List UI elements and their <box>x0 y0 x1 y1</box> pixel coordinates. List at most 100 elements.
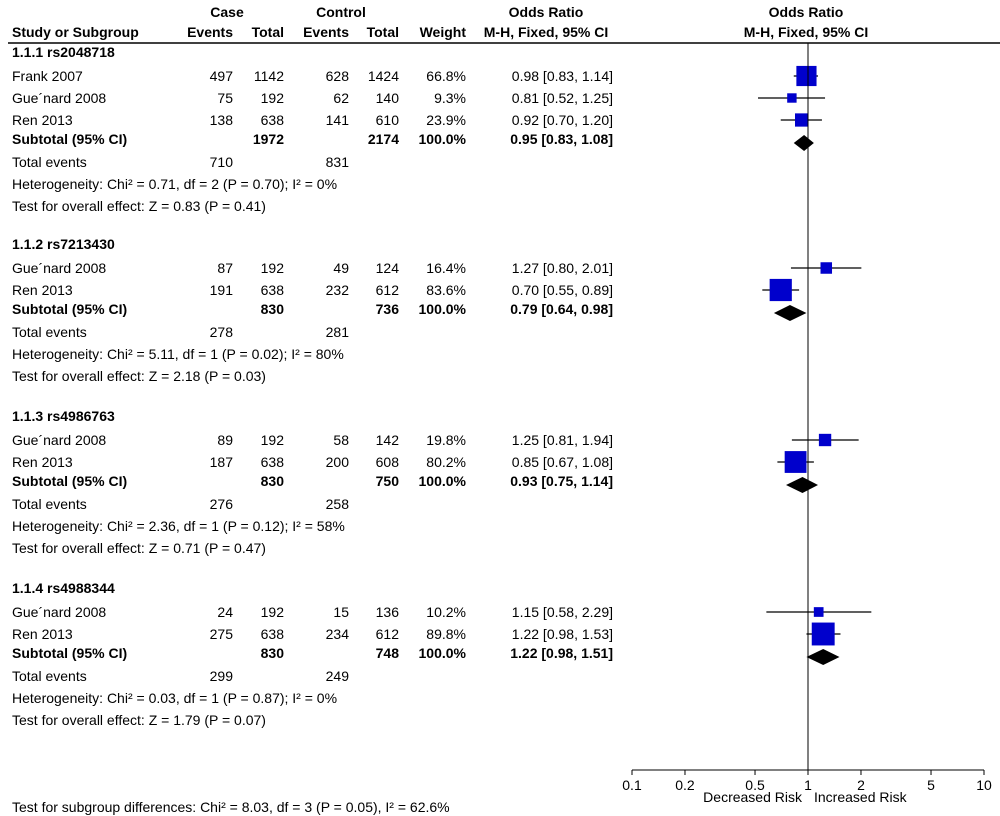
study-row: Gue´nard 2008 24 192 15 136 10.2% 1.15 [0.58, … <box>12 604 872 620</box>
study-row: Ren 2013 275 638 234 612 89.8% 1.22 [0.98, 1.5… <box>12 622 841 646</box>
study-weight: 80.2% <box>426 454 466 470</box>
subgroup-title: 1.1.4 rs4988344 <box>12 580 115 596</box>
subtotal-odds-ratio-ci: 1.22 [0.98, 1.51] <box>510 645 613 661</box>
case-total: 192 <box>261 432 285 448</box>
study-weight: 23.9% <box>426 112 466 128</box>
study-row: Gue´nard 2008 87 192 49 124 16.4% 1.27 [0.80, … <box>12 260 862 276</box>
study-row: Gue´nard 2008 75 192 62 140 9.3% 0.81 [0.52, 1… <box>12 90 826 106</box>
control-events: 58 <box>333 432 349 448</box>
study-marker <box>794 113 809 127</box>
x-tick-label: 0.5 <box>745 777 765 793</box>
control-events: 62 <box>333 90 349 106</box>
subgroup-title: 1.1.1 rs2048718 <box>12 44 115 60</box>
subtotal-row: Subtotal (95% CI) 1972 2174 100.0% 0.95 [0.8… <box>12 131 814 151</box>
total-events-case: 278 <box>210 324 234 340</box>
control-total: 1424 <box>368 68 399 84</box>
study-weight: 9.3% <box>434 90 466 106</box>
subgroup-block: 1.1.3 rs4986763 Gue´nard 2008 89 192 58 142 19… <box>12 408 859 556</box>
study-row: Ren 2013 191 638 232 612 83.6% 0.70 [0.55, 0.8… <box>12 278 800 302</box>
header-method-right: M-H, Fixed, 95% CI <box>744 24 868 40</box>
study-name: Gue´nard 2008 <box>12 90 106 106</box>
subtotal-diamond <box>786 477 819 493</box>
overall-effect-text: Test for overall effect: Z = 1.79 (P = 0… <box>12 712 266 728</box>
control-events: 234 <box>326 626 350 642</box>
total-events-row: Total events 278 281 <box>12 324 349 340</box>
subtotal-control-total: 748 <box>376 645 400 661</box>
study-name: Gue´nard 2008 <box>12 432 106 448</box>
subtotal-weight: 100.0% <box>419 131 467 147</box>
header-case: Case <box>210 4 244 20</box>
total-events-control: 831 <box>326 154 350 170</box>
study-odds-ratio-ci: 1.22 [0.98, 1.53] <box>512 626 613 642</box>
study-row: Gue´nard 2008 89 192 58 142 19.8% 1.25 [0.81, … <box>12 432 859 448</box>
case-events: 89 <box>217 432 233 448</box>
case-total: 638 <box>261 282 285 298</box>
case-events: 187 <box>210 454 234 470</box>
subtotal-odds-ratio-ci: 0.95 [0.83, 1.08] <box>510 131 613 147</box>
control-total: 124 <box>376 260 400 276</box>
total-events-case: 710 <box>210 154 234 170</box>
study-odds-ratio-ci: 1.27 [0.80, 2.01] <box>512 260 613 276</box>
control-events: 232 <box>326 282 350 298</box>
subtotal-row: Subtotal (95% CI) 830 750 100.0% 0.93 [0.75,… <box>12 473 819 493</box>
study-marker <box>820 262 833 274</box>
header-case-total: Total <box>252 24 284 40</box>
control-events: 49 <box>333 260 349 276</box>
study-name: Ren 2013 <box>12 454 73 470</box>
study-odds-ratio-ci: 0.92 [0.70, 1.20] <box>512 112 613 128</box>
study-weight: 89.8% <box>426 626 466 642</box>
case-total: 192 <box>261 90 285 106</box>
total-events-case: 276 <box>210 496 234 512</box>
x-tick-label: 0.1 <box>622 777 642 793</box>
study-weight: 66.8% <box>426 68 466 84</box>
subtotal-control-total: 2174 <box>368 131 399 147</box>
overall-effect-text: Test for overall effect: Z = 2.18 (P = 0… <box>12 368 266 384</box>
total-events-control: 249 <box>326 668 350 684</box>
header-control: Control <box>316 4 366 20</box>
study-marker <box>818 433 832 447</box>
subtotal-diamond <box>793 135 814 151</box>
x-tick-label: 10 <box>976 777 992 793</box>
case-events: 191 <box>210 282 234 298</box>
subtotal-control-total: 750 <box>376 473 400 489</box>
subtotal-case-total: 830 <box>261 473 285 489</box>
header-case-events: Events <box>187 24 233 40</box>
subgroup-rows: 1.1.1 rs2048718 Frank 2007 497 1142 628 1424 6… <box>12 44 872 728</box>
total-events-row: Total events 299 249 <box>12 668 349 684</box>
case-events: 497 <box>210 68 234 84</box>
study-name: Frank 2007 <box>12 68 83 84</box>
subtotal-case-total: 830 <box>261 645 285 661</box>
subtotal-row: Subtotal (95% CI) 830 736 100.0% 0.79 [0.64,… <box>12 301 807 321</box>
study-marker <box>769 278 792 302</box>
overall-effect-text: Test for overall effect: Z = 0.83 (P = 0… <box>12 198 266 214</box>
total-events-case: 299 <box>210 668 234 684</box>
case-total: 638 <box>261 454 285 470</box>
study-weight: 16.4% <box>426 260 466 276</box>
study-name: Ren 2013 <box>12 282 73 298</box>
case-events: 87 <box>217 260 233 276</box>
study-row: Ren 2013 187 638 200 608 80.2% 0.85 [0.67, 1.0… <box>12 451 814 473</box>
subgroup-differences-test: Test for subgroup differences: Chi² = 8.… <box>12 799 450 815</box>
subtotal-case-total: 1972 <box>253 131 284 147</box>
subtotal-diamond <box>773 305 807 321</box>
header-odds-ratio-right: Odds Ratio <box>769 4 844 20</box>
study-marker <box>811 622 835 646</box>
table-header: Case Control Odds Ratio Odds Ratio Study… <box>8 4 1000 44</box>
x-tick-label: 1 <box>804 777 812 793</box>
study-odds-ratio-ci: 1.25 [0.81, 1.94] <box>512 432 613 448</box>
subtotal-case-total: 830 <box>261 301 285 317</box>
heterogeneity-text: Heterogeneity: Chi² = 5.11, df = 1 (P = … <box>12 346 344 362</box>
heterogeneity-text: Heterogeneity: Chi² = 0.03, df = 1 (P = … <box>12 690 337 706</box>
case-total: 638 <box>261 112 285 128</box>
control-total: 136 <box>376 604 400 620</box>
subgroup-title: 1.1.2 rs7213430 <box>12 236 115 252</box>
subtotal-label: Subtotal (95% CI) <box>12 645 127 661</box>
subtotal-weight: 100.0% <box>419 645 467 661</box>
total-events-label: Total events <box>12 154 87 170</box>
study-odds-ratio-ci: 0.81 [0.52, 1.25] <box>512 90 613 106</box>
x-tick-label: 5 <box>927 777 935 793</box>
study-weight: 83.6% <box>426 282 466 298</box>
x-label-increased-risk: Increased Risk <box>814 789 908 805</box>
case-total: 638 <box>261 626 285 642</box>
case-total: 192 <box>261 604 285 620</box>
